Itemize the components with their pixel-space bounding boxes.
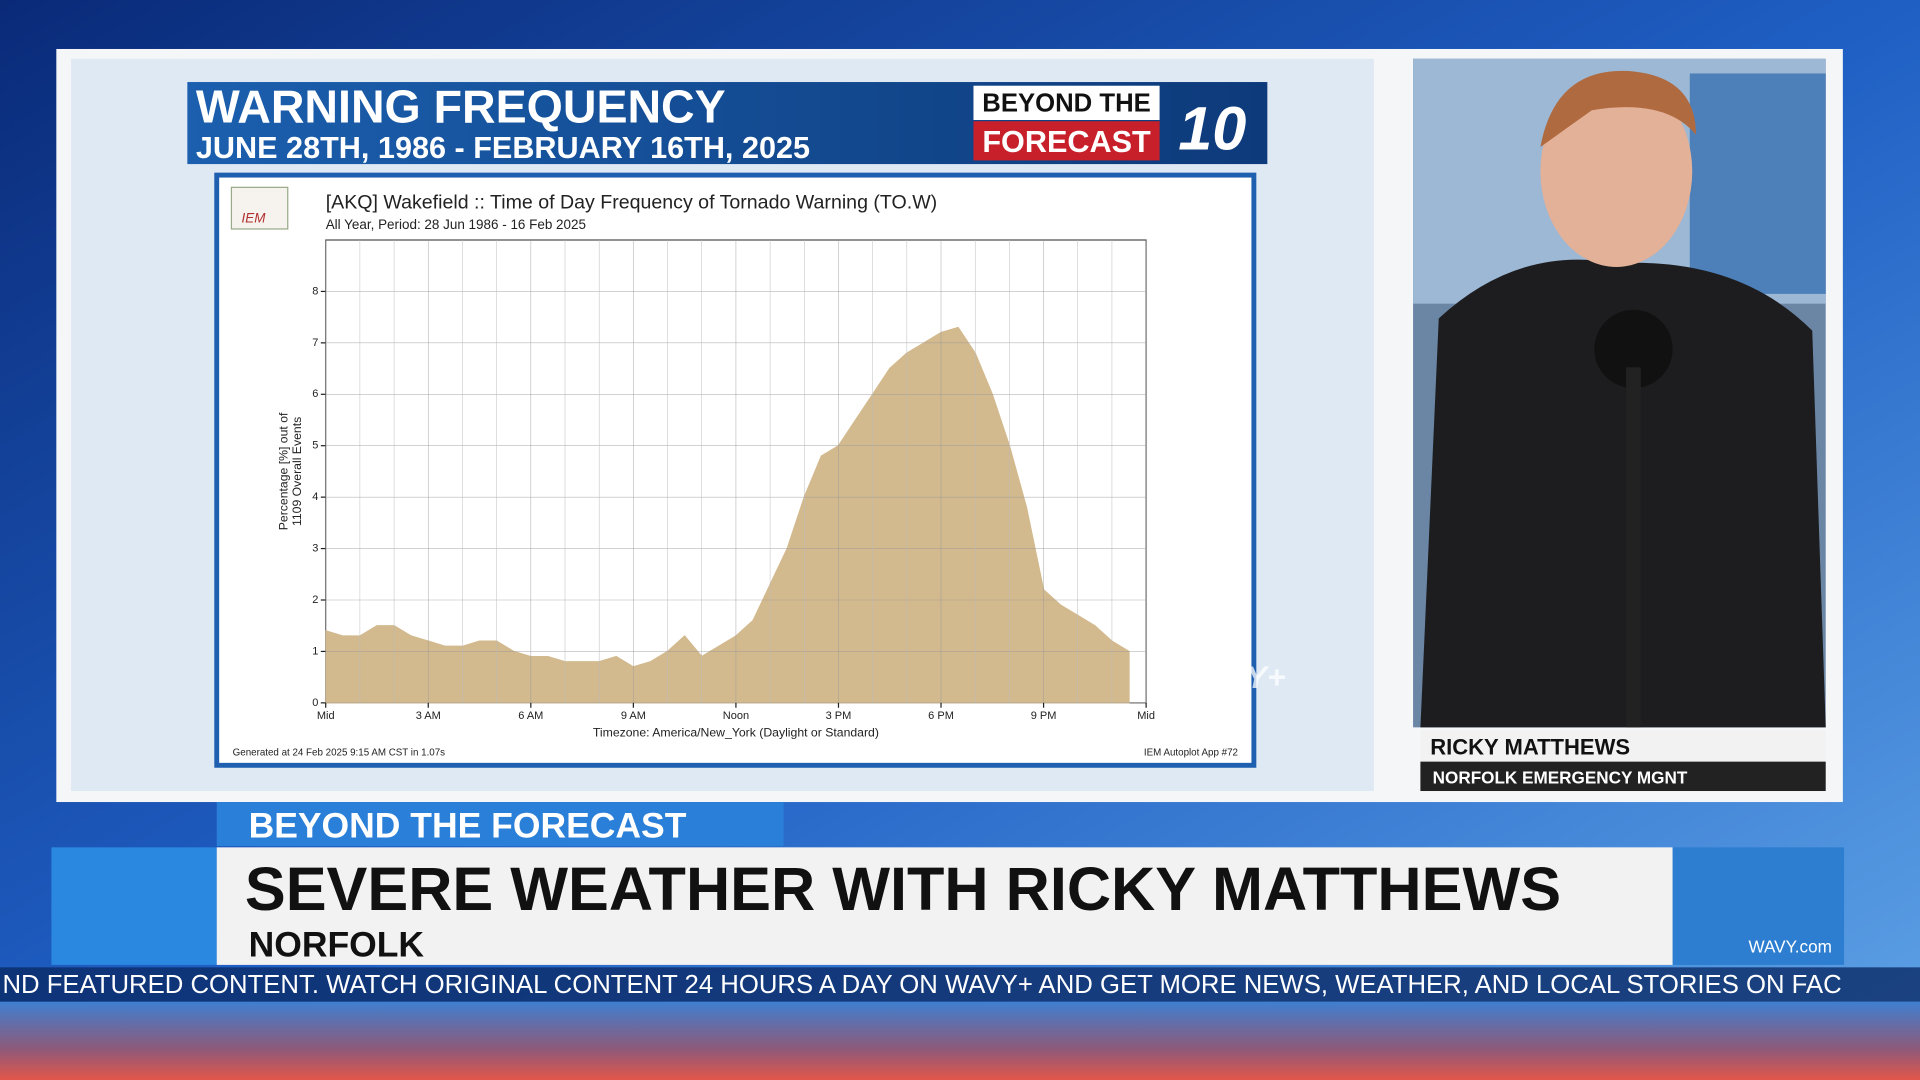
microphone [1594, 309, 1673, 389]
y-tick-label: 4 [312, 491, 318, 503]
tag-box [216, 802, 784, 847]
lower-third-bar [216, 847, 1673, 965]
x-tick-label: 6 AM [518, 710, 543, 722]
x-tick-label: 3 AM [416, 710, 441, 722]
x-tick-label: 9 AM [621, 710, 646, 722]
header-title: WARNING FREQUENCY [196, 80, 726, 132]
brand-logo: 10 [1178, 94, 1246, 162]
y-tick-label: 2 [312, 594, 318, 606]
location: NORFOLK [249, 924, 425, 964]
footer-right: IEM Autoplot App #72 [1144, 748, 1238, 759]
footer-left: Generated at 24 Feb 2025 9:15 AM CST in … [233, 748, 446, 759]
guest-name: RICKY MATTHEWS [1430, 734, 1630, 759]
brand-top: BEYOND THE [982, 89, 1151, 117]
ticker-bar [0, 967, 1920, 1002]
y-axis-label: Percentage [%] out of [276, 412, 290, 530]
brand-bottom-box [973, 121, 1160, 161]
y-tick-label: 6 [312, 388, 318, 400]
lower-third-accent [51, 847, 217, 965]
y-tick-label: 7 [312, 337, 318, 349]
mic-stand [1626, 367, 1641, 728]
chart: IEM [AKQ] Wakefield :: Time of Day Frequ… [230, 186, 1238, 759]
ticker: ND FEATURED CONTENT. WATCH ORIGINAL CONT… [2, 971, 1841, 999]
y-tick-label: 1 [312, 645, 318, 657]
brand-bottom: FORECAST [982, 125, 1151, 159]
x-tick-label: 9 PM [1031, 710, 1057, 722]
headline: SEVERE WEATHER WITH RICKY MATTHEWS [245, 855, 1561, 923]
chart-title: [AKQ] Wakefield :: Time of Day Frequency… [326, 191, 938, 213]
x-tick-label: Mid [317, 710, 335, 722]
sunset-strip [0, 1001, 1920, 1080]
guest-shirt [1420, 259, 1826, 728]
y-tick-label: 3 [312, 542, 318, 554]
guest-hair [1540, 70, 1696, 147]
y-tick-label: 5 [312, 440, 318, 452]
watermark: WAVY+ [1176, 659, 1286, 695]
x-tick-label: Mid [1137, 710, 1155, 722]
brand-top-box [973, 85, 1160, 120]
x-tick-label: 6 PM [928, 710, 954, 722]
guest-title: NORFOLK EMERGENCY MGNT [1433, 768, 1688, 788]
header-subtitle: JUNE 28TH, 1986 - FEBRUARY 16TH, 2025 [196, 131, 810, 165]
station-box [1672, 847, 1845, 965]
lower-third-tag: BEYOND THE FORECAST [249, 806, 687, 846]
iem-logo: IEM [242, 211, 267, 226]
y-axis-label: 1109 Overall Events [290, 417, 304, 526]
guest-head [1540, 75, 1693, 267]
x-tick-label: Noon [723, 710, 749, 722]
station-url: WAVY.com [1748, 937, 1831, 957]
ticker-clip: ND FEATURED CONTENT. WATCH ORIGINAL CONT… [2, 971, 1841, 999]
y-tick-label: 8 [312, 285, 318, 297]
chart-subtitle: All Year, Period: 28 Jun 1986 - 16 Feb 2… [326, 217, 586, 232]
studio-screen [1689, 73, 1826, 294]
name-box [1420, 729, 1826, 762]
title-box [1420, 761, 1826, 792]
x-axis-label: Timezone: America/New_York (Daylight or … [593, 726, 879, 740]
y-tick-label: 0 [312, 697, 318, 709]
iem-logo-box [230, 186, 289, 230]
x-tick-label: 3 PM [826, 710, 852, 722]
